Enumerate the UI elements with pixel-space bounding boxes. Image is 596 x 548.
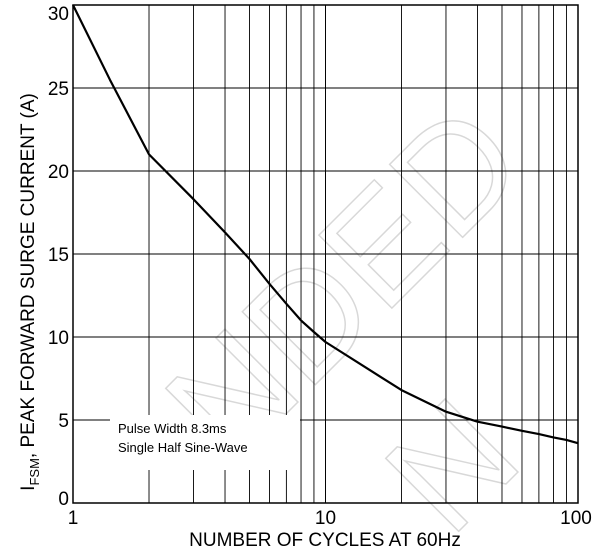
y-tick-label: 0: [58, 489, 69, 510]
watermark-text-2: N: [354, 367, 549, 548]
y-tick-label: 10: [48, 328, 69, 349]
y-tick-label: 5: [58, 411, 69, 432]
annotation-line-2: Single Half Sine-Wave: [118, 440, 248, 455]
x-tick-label: 1: [68, 508, 79, 529]
y-axis-title-sub: FSM: [27, 458, 42, 485]
plot-frame: [72, 4, 579, 504]
y-axis-title-main: I: [18, 486, 39, 491]
x-tick-label: 100: [560, 508, 592, 529]
x-tick-labels: 1 10 100: [68, 508, 592, 529]
annotation-line-1: Pulse Width 8.3ms: [118, 421, 227, 436]
y-axis-title-rest: , PEAK FORWARD SURGE CURRENT (A): [18, 93, 39, 458]
y-tick-labels: 0 5 10 15 20 25 30: [48, 4, 69, 510]
watermark: NDED N: [133, 73, 554, 548]
y-tick-label: 30: [48, 4, 69, 25]
y-tick-label: 15: [48, 245, 69, 266]
x-axis-title: NUMBER OF CYCLES AT 60Hz: [189, 530, 461, 548]
y-tick-label: 20: [48, 162, 69, 183]
y-axis-title: IFSM, PEAK FORWARD SURGE CURRENT (A): [18, 93, 42, 491]
annotation-box: [110, 415, 300, 470]
series-line: [72, 4, 579, 445]
x-tick-label: 10: [315, 508, 336, 529]
y-tick-label: 25: [48, 79, 69, 100]
